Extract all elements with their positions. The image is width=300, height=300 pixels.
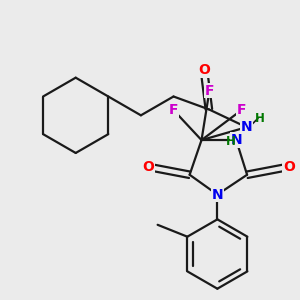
Text: O: O [283,160,295,174]
Text: F: F [205,84,214,98]
Text: F: F [169,103,178,117]
Text: O: O [142,160,154,174]
Text: O: O [198,63,210,77]
Text: H: H [255,112,265,125]
Text: F: F [236,103,246,117]
Text: N: N [212,188,223,202]
Text: N: N [230,133,242,147]
Text: H: H [226,135,236,148]
Text: N: N [241,120,252,134]
